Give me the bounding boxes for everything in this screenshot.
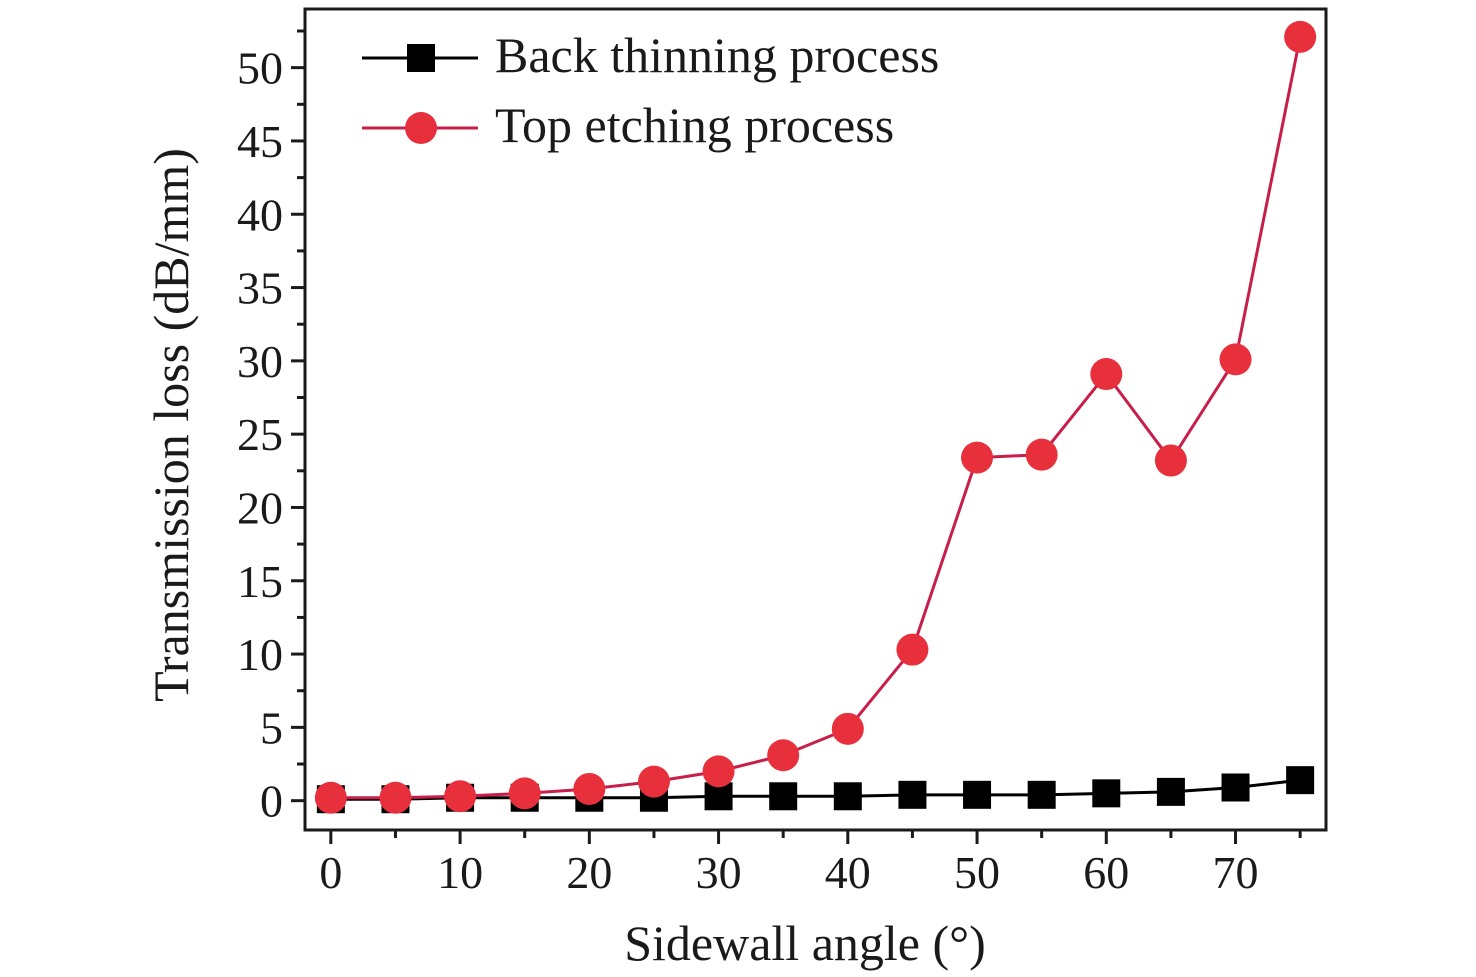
y-tick-label: 40 [237,189,283,240]
data-point-square [898,780,927,809]
y-tick-label: 5 [260,702,283,753]
data-point-square [1156,777,1185,806]
data-point-square [963,780,992,809]
data-point-circle [767,739,800,772]
y-tick-label: 0 [260,776,283,827]
legend: Back thinning process Top etching proces… [362,27,939,153]
y-tick-label: 45 [237,116,283,167]
axis-ticks [291,29,1302,844]
data-point-circle [1284,20,1317,53]
data-point-circle [1090,358,1123,391]
y-tick-label: 30 [237,336,283,387]
data-point-square [1027,780,1056,809]
x-tick-label: 20 [566,847,612,898]
data-point-circle [508,777,541,810]
data-point-square [1221,773,1250,802]
x-axis-title: Sidewall angle (°) [624,915,986,971]
series-1 [314,20,1317,814]
data-point-square [1092,779,1121,808]
legend-label-back-thinning: Back thinning process [495,27,939,83]
y-tick-label: 25 [237,409,283,460]
plot-frame [303,7,1328,832]
axis-tick-labels: 0 10 20 30 40 50 60 70 0 5 10 15 20 25 30 35 40 45 50 [237,43,1259,898]
legend-marker-back-thinning [407,44,435,72]
x-tick-label: 10 [437,847,483,898]
y-tick-label: 50 [237,43,283,94]
x-tick-label: 0 [319,847,342,898]
x-tick-label: 30 [696,847,742,898]
y-tick-label: 20 [237,482,283,533]
series-line [330,778,1301,801]
y-tick-label: 15 [237,556,283,607]
data-point-circle [573,772,606,805]
data-point-circle [896,633,929,666]
y-tick-label: 35 [237,263,283,314]
data-point-circle [961,441,994,474]
y-axis-title: Transmission loss (dB/mm) [143,148,199,702]
series-layer [314,20,1317,814]
data-point-square [769,782,798,811]
x-tick-label: 40 [825,847,871,898]
x-tick-label: 60 [1083,847,1129,898]
y-tick-label: 10 [237,629,283,680]
x-tick-label: 50 [954,847,1000,898]
data-point-circle [1025,438,1058,471]
data-point-circle [379,781,412,814]
data-point-circle [1219,343,1252,376]
legend-label-top-etching: Top etching process [495,97,894,153]
data-point-circle [702,755,735,788]
series-line [330,36,1302,800]
legend-marker-top-etching [405,112,437,144]
x-tick-label: 70 [1213,847,1259,898]
data-point-circle [637,765,670,798]
data-point-circle [1154,444,1187,477]
data-point-square [833,782,862,811]
data-point-circle [831,712,864,745]
data-point-circle [314,781,347,814]
data-point-square [1286,766,1315,795]
data-point-circle [444,780,477,813]
